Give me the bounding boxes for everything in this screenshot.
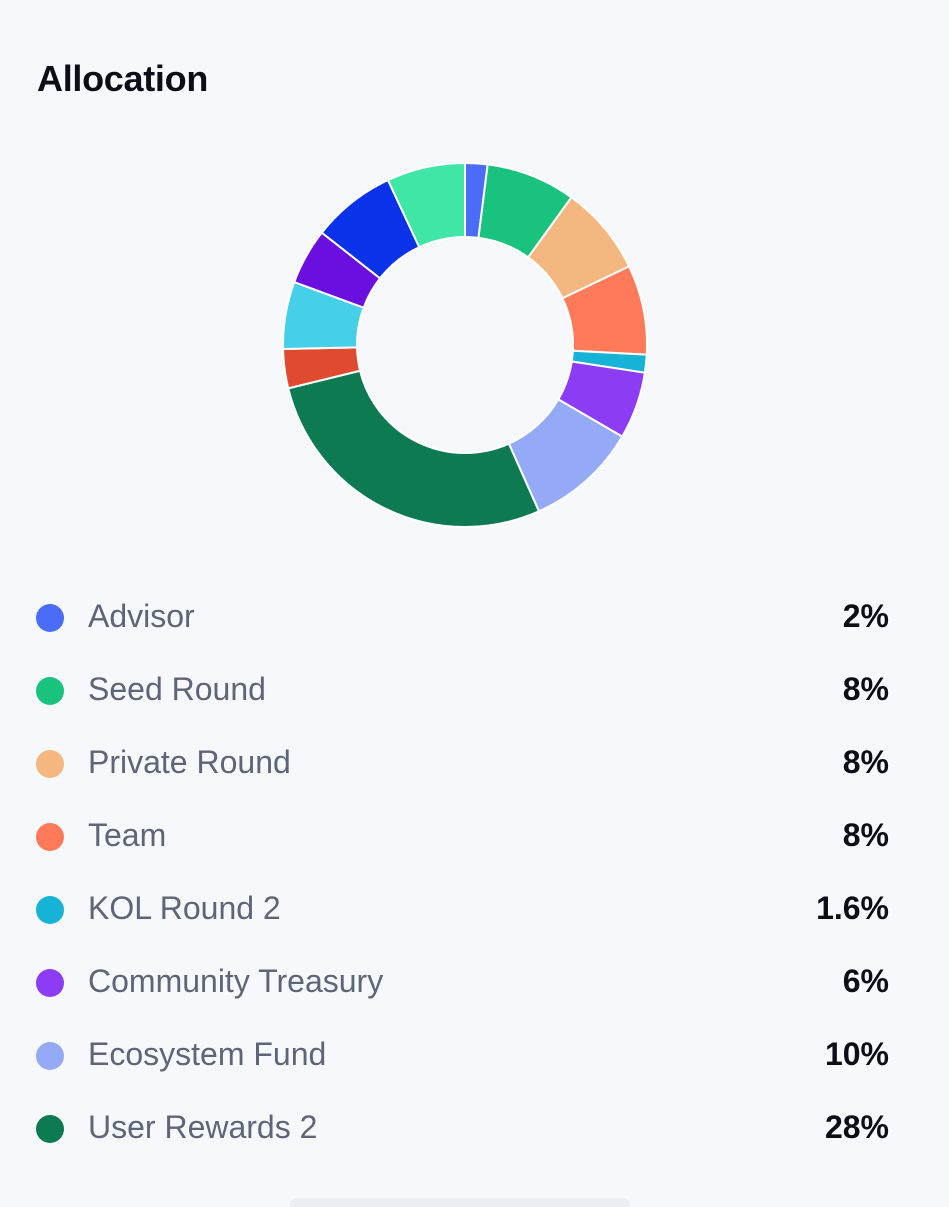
- legend-item: Advisor 2%: [0, 580, 949, 653]
- legend-label: KOL Round 2: [88, 890, 281, 926]
- legend-value: 8%: [842, 744, 889, 780]
- donut-slice-7[interactable]: [287, 369, 541, 528]
- legend-dot: [36, 1115, 64, 1143]
- chart-legend: Advisor 2% Seed Round 8% Private Round 8% Team…: [0, 580, 949, 1164]
- scroll-indicator: [290, 1198, 630, 1207]
- legend-value: 28%: [824, 1109, 889, 1145]
- legend-item: KOL Round 2 1.6%: [0, 872, 949, 945]
- legend-item: Team 8%: [0, 799, 949, 872]
- legend-dot: [36, 604, 64, 632]
- legend-label: Advisor: [88, 598, 195, 634]
- allocation-title: Allocation: [37, 58, 209, 99]
- legend-value: 2%: [842, 598, 889, 634]
- legend-label: Community Treasury: [88, 963, 384, 999]
- legend-value: 1.6%: [816, 890, 889, 926]
- legend-label: Ecosystem Fund: [88, 1036, 327, 1072]
- legend-dot: [36, 896, 64, 924]
- legend-dot: [36, 677, 64, 705]
- legend-dot: [36, 969, 64, 997]
- donut-chart-svg: [282, 161, 648, 528]
- legend-label: Seed Round: [88, 671, 266, 707]
- legend-label: Team: [88, 817, 167, 853]
- legend-label: User Rewards 2: [88, 1109, 318, 1145]
- legend-value: 8%: [842, 671, 889, 707]
- legend-item: User Rewards 2 28%: [0, 1091, 949, 1164]
- donut-slice-extra-4[interactable]: [386, 161, 466, 249]
- legend-dot: [36, 1042, 64, 1070]
- legend-value: 6%: [842, 963, 889, 999]
- legend-item: Community Treasury 6%: [0, 945, 949, 1018]
- legend-item: Seed Round 8%: [0, 653, 949, 726]
- legend-dot: [36, 823, 64, 851]
- legend-value: 8%: [842, 817, 889, 853]
- legend-dot: [36, 750, 64, 778]
- legend-value: 10%: [824, 1036, 889, 1072]
- legend-label: Private Round: [88, 744, 291, 780]
- donut-chart: [270, 150, 660, 540]
- legend-item: Private Round 8%: [0, 726, 949, 799]
- legend-item: Ecosystem Fund 10%: [0, 1018, 949, 1091]
